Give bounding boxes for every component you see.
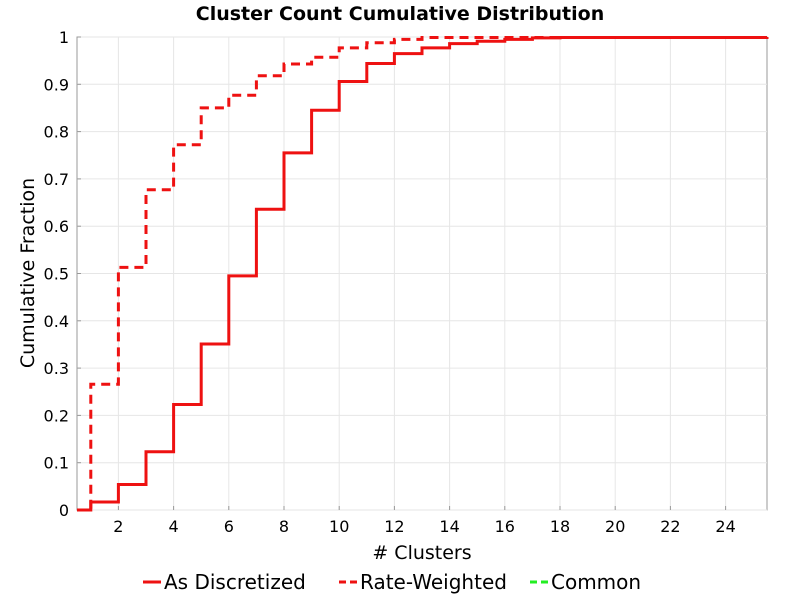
- x-tick-label: 2: [113, 517, 123, 536]
- y-tick-label: 0.4: [44, 312, 69, 331]
- x-tick-label: 10: [329, 517, 349, 536]
- x-tick-label: 14: [439, 517, 459, 536]
- y-tick-label: 0.9: [44, 75, 69, 94]
- y-tick-label: 0.2: [44, 406, 69, 425]
- y-tick-label: 0.8: [44, 123, 69, 142]
- y-axis: 0 0.1 0.2 0.3 0.4 0.5 0.6 0.7 0.8 0.9 1: [44, 28, 81, 520]
- grid: [77, 36, 767, 511]
- x-axis-label: # Clusters: [372, 542, 471, 564]
- x-tick-label: 6: [224, 517, 234, 536]
- legend: As Discretized Rate-Weighted Common: [143, 570, 641, 594]
- y-tick-label: 0.3: [44, 359, 69, 378]
- y-axis-label: Cumulative Fraction: [17, 178, 39, 368]
- legend-rate-weighted-label: Rate-Weighted: [360, 570, 507, 594]
- series-rate-weighted-line: [77, 36, 769, 512]
- y-tick-label: 0.7: [44, 170, 69, 189]
- x-tick-label: 16: [495, 517, 515, 536]
- legend-as-discretized-label: As Discretized: [164, 570, 306, 594]
- x-tick-label: 12: [384, 517, 404, 536]
- y-tick-label: 0: [59, 501, 69, 520]
- x-tick-label: 24: [715, 517, 735, 536]
- y-tick-label: 0.6: [44, 217, 69, 236]
- x-tick-label: 20: [605, 517, 625, 536]
- x-tick-label: 18: [550, 517, 570, 536]
- legend-common-label: Common: [551, 570, 641, 594]
- chart-title: Cluster Count Cumulative Distribution: [196, 3, 604, 25]
- x-tick-label: 8: [279, 517, 289, 536]
- series-as-discretized-line: [77, 36, 769, 512]
- series-layer: [77, 36, 769, 512]
- y-tick-label: 0.1: [44, 454, 69, 473]
- y-tick-label: 0.5: [44, 265, 69, 284]
- x-tick-label: 22: [660, 517, 680, 536]
- y-tick-label: 1: [59, 28, 69, 47]
- x-tick-label: 4: [169, 517, 179, 536]
- x-axis: 2 4 6 8 10 12 14 16 18 20 22 24: [113, 506, 736, 536]
